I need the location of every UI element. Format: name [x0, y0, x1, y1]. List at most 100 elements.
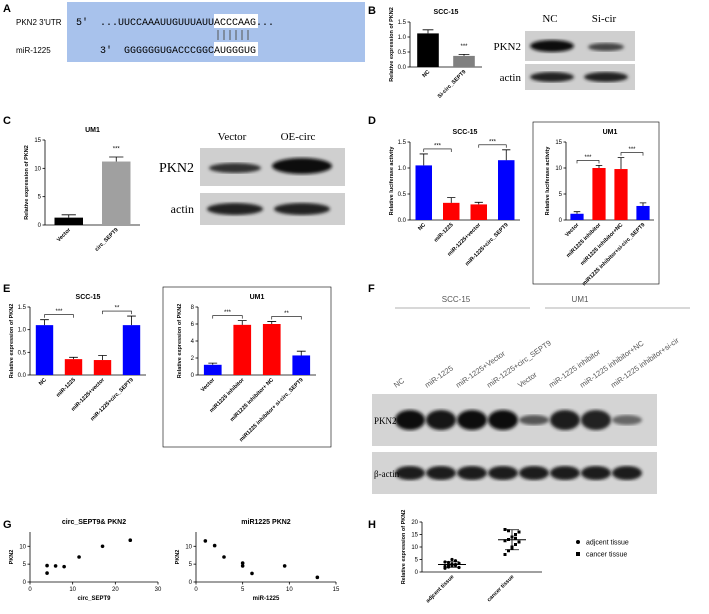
error-bar: [127, 315, 136, 326]
blot-band: [395, 466, 425, 480]
x-tick-label: 0: [28, 587, 32, 593]
y-axis-label: Relative expression of PKN2: [24, 145, 30, 220]
significance-label: ***: [489, 139, 497, 145]
panel-label: A: [3, 3, 11, 15]
x-tick-label: Vector: [200, 377, 217, 394]
y-tick-label: 1.5: [18, 305, 27, 311]
blot-band: [550, 466, 580, 480]
significance-label: **: [115, 306, 120, 312]
x-tick-label: NC: [422, 69, 432, 79]
significance-label: ***: [55, 309, 63, 315]
x-axis-label: miR-1225: [253, 596, 280, 602]
significance-label: ***: [113, 147, 121, 153]
y-tick-label: 0: [559, 218, 563, 224]
data-point: [507, 529, 510, 533]
sd-whisker: [505, 529, 519, 551]
y-tick-label: 0: [23, 580, 27, 586]
data-point: [517, 530, 521, 534]
significance-bracket: [478, 144, 507, 148]
scatter-point: [62, 564, 66, 569]
blot-band: [457, 410, 487, 430]
error-bar: [639, 202, 647, 206]
data-point: [514, 533, 517, 536]
significance-label: ***: [628, 147, 636, 153]
bar: [54, 217, 83, 225]
y-tick-label: 20: [411, 520, 418, 526]
x-tick-label: Si-circ_SEPT9: [437, 69, 468, 100]
y-tick-label: 4: [191, 339, 195, 345]
y-tick-label: 5: [415, 558, 419, 564]
x-tick-label: miR1225 inhibitor+NC: [580, 222, 625, 267]
row-label: PKN2: [159, 161, 194, 176]
bar: [102, 161, 131, 225]
x-tick-label: 5: [241, 587, 245, 593]
scatter-point: [203, 539, 208, 543]
bar: [443, 202, 460, 220]
bar: [233, 324, 252, 375]
y-tick-label: 5: [559, 192, 563, 198]
error-bar: [617, 157, 625, 170]
bar: [122, 325, 141, 375]
error-bar: [502, 149, 511, 161]
lane-label: miR-1225+Vector: [454, 349, 507, 390]
panel-label: D: [368, 115, 376, 127]
x-tick-label: 30: [155, 587, 162, 593]
x-tick-label: 0: [194, 587, 198, 593]
chart-title: UM1: [85, 127, 100, 134]
chart-title: circ_SEPT9& PKN2: [62, 519, 126, 526]
lane-label: Si-cir: [592, 13, 617, 25]
error-bar: [422, 29, 434, 34]
panel-label: C: [3, 115, 11, 127]
significance-bracket: [271, 316, 302, 320]
y-tick-label: 5: [38, 195, 42, 201]
y-axis-label: Relative luciferase activity: [545, 146, 551, 216]
panel-label: B: [368, 5, 376, 17]
error-bar: [237, 320, 247, 325]
blot-band: [530, 40, 574, 52]
error-bar: [61, 214, 76, 218]
x-tick-label: 15: [333, 587, 340, 593]
significance-bracket: [576, 160, 600, 164]
y-tick-label: 15: [555, 140, 562, 146]
data-point: [514, 536, 517, 540]
error-bar: [447, 197, 456, 203]
error-bar: [595, 165, 603, 168]
y-tick-label: 0: [189, 580, 193, 586]
significance-bracket: [102, 310, 132, 315]
blot-band: [272, 158, 332, 174]
row-label: PKN2: [493, 41, 521, 53]
chart-title: miR1225 PKN2: [241, 519, 291, 526]
bar: [35, 325, 54, 375]
panel-label: G: [3, 519, 12, 531]
seed-highlight: [214, 42, 258, 56]
bar: [498, 160, 515, 220]
blot-band: [550, 410, 580, 430]
x-tick-label: adjcent tissue: [425, 574, 455, 604]
y-axis-label: Relative expression of PKN2: [401, 510, 407, 585]
bar: [93, 360, 112, 375]
y-tick-label: 5: [23, 562, 27, 568]
significance-bracket: [44, 314, 74, 318]
blot-band: [530, 72, 574, 82]
y-tick-label: 0: [38, 223, 42, 229]
y-tick-label: 0.0: [398, 218, 407, 224]
y-tick-label: 0.0: [398, 65, 407, 71]
scatter-point: [282, 564, 287, 568]
x-tick-label: miR1225 inhibitor+ si-circ_SEPT9: [238, 377, 304, 443]
blot-band: [581, 466, 611, 480]
x-tick-label: Vector: [564, 222, 581, 239]
legend-label: cancer tissue: [586, 552, 627, 559]
legend-label: adjcent tissue: [586, 540, 629, 547]
blot-band: [488, 466, 518, 480]
error-bar: [458, 54, 470, 56]
y-tick-label: 10: [411, 545, 418, 551]
error-bar: [296, 350, 306, 356]
blot-band: [584, 72, 628, 82]
blot-band: [395, 410, 425, 430]
bar: [262, 324, 281, 375]
x-tick-label: NC: [38, 377, 48, 387]
blot-band: [457, 466, 487, 480]
bar: [570, 213, 584, 220]
y-tick-label: 1.0: [398, 166, 407, 172]
bar: [614, 169, 628, 220]
